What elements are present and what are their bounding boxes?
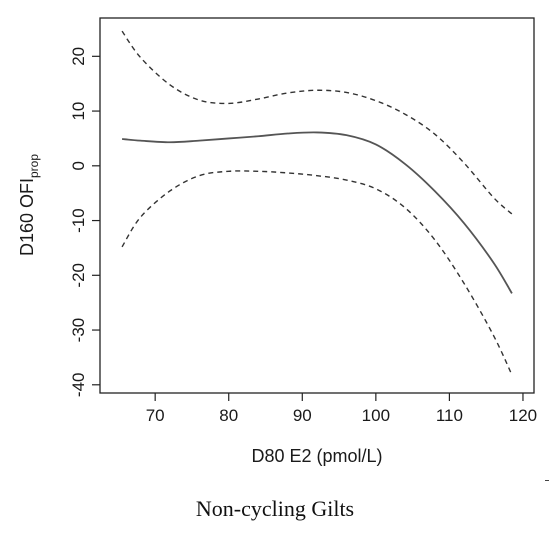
stray-mark	[545, 480, 549, 481]
y-tick-label: -20	[69, 263, 88, 288]
x-axis: 70 80 90 100 110 120	[146, 393, 537, 425]
upper-confidence-band-line	[121, 30, 513, 215]
x-tick-label: 120	[509, 406, 537, 425]
lower-confidence-band-line	[121, 170, 513, 376]
x-tick-label: 70	[146, 406, 165, 425]
x-tick-label: 80	[219, 406, 238, 425]
y-axis: 20 10 0 -10 -20 -30 -40	[69, 47, 100, 397]
y-tick-label: 0	[69, 161, 88, 170]
y-axis-title: D160 OFIprop	[17, 154, 41, 256]
y-tick-label: 10	[69, 102, 88, 121]
y-axis-title-subscript: prop	[27, 154, 41, 178]
y-tick-label: -10	[69, 208, 88, 233]
x-tick-label: 100	[362, 406, 390, 425]
series-layer	[121, 30, 513, 376]
figure-caption: Non-cycling Gilts	[195, 496, 355, 521]
x-axis-title: D80 E2 (pmol/L)	[251, 446, 382, 466]
y-axis-title-main: D160 OFI	[17, 178, 37, 256]
x-tick-label: 90	[293, 406, 312, 425]
fitted-curve-line	[121, 131, 513, 294]
y-tick-label: -30	[69, 318, 88, 343]
y-tick-label: -40	[69, 372, 88, 397]
plot-frame	[99, 17, 535, 394]
y-tick-label: 20	[69, 47, 88, 66]
x-tick-label: 110	[436, 406, 463, 425]
